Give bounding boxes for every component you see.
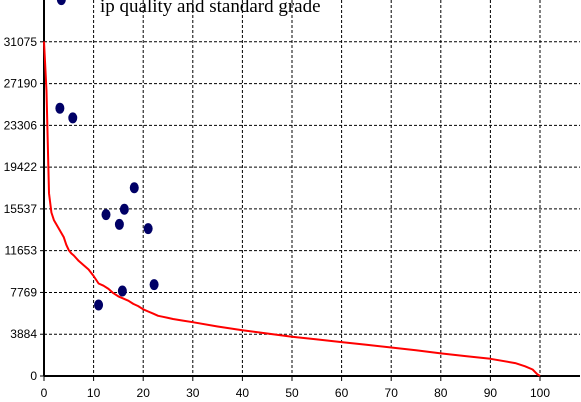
x-tick-label-0: 0 [41,386,48,400]
scatter-point-3 [129,182,139,194]
x-tick-label-40: 40 [236,386,250,400]
scatter-point-9 [117,285,127,297]
scatter-point-1 [55,102,65,114]
y-tick-label-7769: 7769 [10,285,37,299]
top-caption-fragment: ip quality and standard grade [100,0,321,17]
axes [40,0,580,381]
x-tick-label-70: 70 [385,386,399,400]
series-line-0 [43,41,541,377]
y-tick-label-3884: 3884 [10,327,37,341]
grid-lines [44,0,580,376]
scatter-point-5 [119,203,129,215]
x-tick-label-10: 10 [87,386,101,400]
scatter-point-2 [68,112,78,124]
x-tick-labels: 0 10 20 30 40 50 60 70 80 90 100 [41,386,551,400]
y-tick-label-31075: 31075 [4,35,38,49]
scatter-point-8 [149,279,159,291]
y-tick-label-0: 0 [30,369,37,383]
x-tick-label-80: 80 [434,386,448,400]
y-tick-label-11653: 11653 [5,244,38,258]
series-layer [43,0,541,377]
x-tick-label-20: 20 [137,386,151,400]
y-tick-label-23306: 23306 [4,118,38,132]
x-tick-label-60: 60 [335,386,349,400]
scatter-point-10 [94,299,104,311]
y-tick-labels: 0 3884 7769 11653 15537 19422 23306 27190 31075 [4,35,38,383]
scatter-point-0 [56,0,66,6]
scatter-point-4 [101,209,111,221]
x-tick-label-100: 100 [530,386,550,400]
y-tick-label-19422: 19422 [4,160,38,174]
x-tick-label-90: 90 [484,386,498,400]
y-tick-label-15537: 15537 [4,202,38,216]
x-tick-label-30: 30 [186,386,200,400]
scatter-point-7 [143,223,153,235]
y-tick-label-27190: 27190 [4,77,38,91]
scatter-point-6 [114,218,124,230]
x-tick-label-50: 50 [285,386,299,400]
